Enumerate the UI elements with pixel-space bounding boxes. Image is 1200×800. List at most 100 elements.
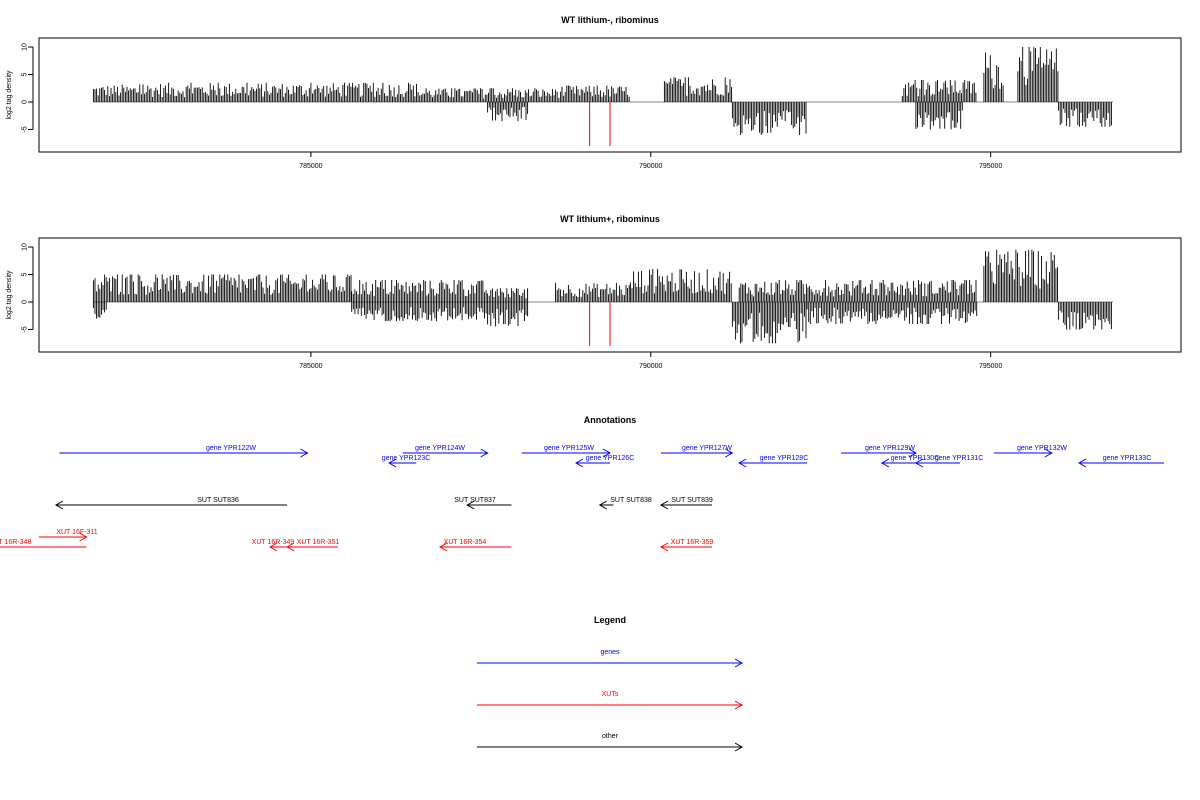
sut-label: SUT SUT839 — [671, 497, 713, 504]
y-tick-label: 5 — [22, 72, 29, 76]
arrow-head — [602, 448, 612, 458]
y-tick-label: 10 — [22, 243, 29, 251]
sut-arrow — [598, 500, 614, 510]
arrow-head — [914, 458, 924, 468]
xut-arrow — [39, 532, 88, 542]
gene-arrow — [738, 458, 808, 468]
x-tick-label: 785000 — [299, 163, 322, 170]
arrow-head — [1078, 458, 1087, 468]
arrow-head — [300, 448, 309, 458]
arrow-head — [659, 500, 669, 510]
legend: Legend genes XUTs other — [477, 615, 744, 752]
arrow-head — [1044, 448, 1053, 458]
sut-arrow — [54, 500, 288, 510]
y-axis: -5 0 5 10 — [22, 243, 34, 333]
legend-label: genes — [600, 649, 620, 656]
legend-item: XUTs — [477, 691, 744, 710]
xut-label: XUT 16R-349 — [252, 539, 295, 546]
legend-arrow-head — [734, 742, 744, 752]
xut-arrow — [439, 542, 512, 552]
gene-label: gene YPR129W — [865, 445, 915, 452]
coverage-panel-lithium-plus: WT lithium+, ribominus log2 tag density … — [6, 214, 1182, 370]
gene-arrow — [880, 458, 916, 468]
gene-label: gene YPR128C — [760, 455, 809, 462]
annotation-tracks: gene YPR122W gene YPR123C gene YPR124W gene… — [0, 445, 1165, 552]
x-tick-label: 785000 — [299, 363, 322, 370]
coverage-bars — [92, 47, 1114, 146]
gene-label: gene YPR132W — [1017, 445, 1067, 452]
arrow-head — [79, 532, 88, 542]
arrow-head — [725, 448, 734, 458]
legend-arrow-head — [734, 700, 744, 710]
sut-label: SUT SUT836 — [197, 497, 239, 504]
arrow-head — [466, 500, 475, 510]
x-tick-label: 790000 — [639, 363, 662, 370]
gene-label: gene YPR130C — [891, 455, 940, 462]
gene-label: gene YPR131C — [935, 455, 984, 462]
gene-arrow — [914, 458, 961, 468]
sut-label: SUT SUT838 — [610, 497, 652, 504]
plot-frame — [38, 37, 1182, 153]
arrow-head — [908, 448, 917, 458]
arrow-head — [388, 458, 397, 468]
legend-title: Legend — [594, 615, 626, 625]
gene-arrow — [402, 448, 489, 458]
gene-arrow — [994, 448, 1053, 458]
sut-label: SUT SUT837 — [454, 497, 496, 504]
gene-label: gene YPR125W — [544, 445, 594, 452]
y-tick-label: 5 — [22, 272, 29, 276]
sut-arrow — [466, 500, 512, 510]
arrow-head — [575, 458, 584, 468]
xut-label: XUT 16F-311 — [56, 529, 97, 536]
gene-arrow — [575, 458, 610, 468]
y-tick-label: 0 — [22, 300, 29, 304]
gene-arrow — [1078, 458, 1165, 468]
xut-label: XUT 16R-354 — [444, 539, 487, 546]
gene-label: gene YPR126C — [586, 455, 635, 462]
arrow-head — [269, 542, 278, 552]
plot-frame — [38, 237, 1182, 353]
x-tick-label: 795000 — [979, 163, 1002, 170]
xut-label: XUT 16R-351 — [297, 539, 340, 546]
x-tick-label: 790000 — [639, 163, 662, 170]
xut-arrow — [0, 546, 87, 548]
arrow-head — [54, 500, 64, 510]
gene-arrow — [660, 448, 734, 458]
legend-item: genes — [477, 649, 744, 668]
y-tick-label: -5 — [22, 126, 29, 132]
gene-arrow — [841, 448, 917, 458]
legend-item: other — [477, 733, 744, 752]
xut-arrow — [286, 542, 339, 552]
xut-arrow — [659, 542, 712, 552]
gene-label: gene YPR122W — [206, 445, 256, 452]
gene-label: gene YPR127W — [682, 445, 732, 452]
x-axis: 785000 790000 795000 — [299, 152, 1002, 170]
panel-title: WT lithium+, ribominus — [560, 214, 660, 224]
legend-label: other — [602, 733, 619, 740]
arrow-head — [659, 542, 669, 552]
arrow-head — [480, 448, 489, 458]
arrow-head — [880, 458, 890, 468]
arrow-head — [598, 500, 608, 510]
y-tick-label: -5 — [22, 326, 29, 332]
arrow-head — [439, 542, 448, 552]
annotations-title: Annotations — [584, 415, 637, 425]
arrow-head — [286, 542, 295, 552]
legend-arrow-head — [734, 658, 744, 668]
coverage-bars — [92, 249, 1114, 346]
y-tick-label: 10 — [22, 43, 29, 51]
xut-label: XUT 16R-359 — [671, 539, 714, 546]
y-axis-label: log2 tag density — [6, 270, 13, 320]
xut-label: XUT 16R-348 — [0, 539, 31, 546]
gene-arrow — [521, 448, 612, 458]
gene-arrow — [388, 458, 417, 468]
legend-items: genes XUTs other — [477, 649, 744, 752]
gene-arrow — [59, 448, 309, 458]
coverage-panel-lithium-minus: WT lithium-, ribominus log2 tag density … — [6, 15, 1182, 170]
gene-label: gene YPR124W — [415, 445, 465, 452]
xut-arrow — [269, 542, 288, 552]
panel-title: WT lithium-, ribominus — [561, 15, 659, 25]
y-tick-label: 0 — [22, 100, 29, 104]
